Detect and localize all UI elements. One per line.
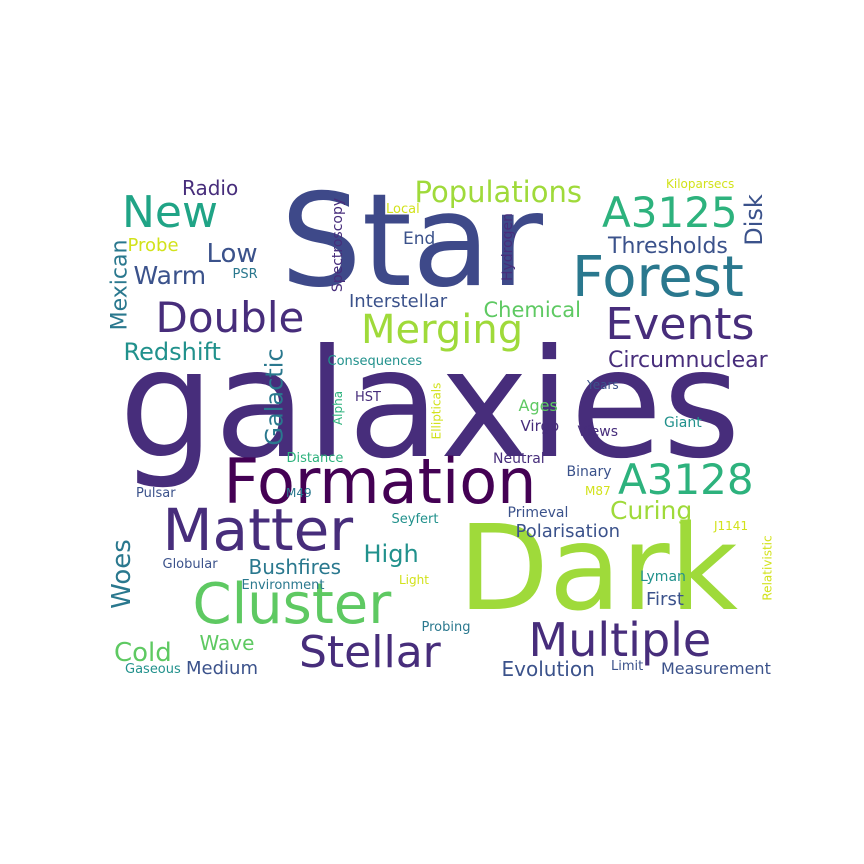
word-dark: Dark [458, 499, 739, 637]
word-binary: Binary [566, 464, 612, 480]
word-pulsar: Pulsar [136, 485, 176, 501]
word-views: Views [577, 424, 619, 440]
word-limit: Limit [611, 658, 644, 674]
word-interstellar: Interstellar [349, 291, 448, 312]
word-primeval: Primeval [507, 505, 569, 521]
word-years: Years [587, 378, 619, 392]
word-star: Star [280, 167, 544, 316]
word-low: Low [206, 239, 258, 269]
word-formation: Formation [223, 445, 537, 518]
word-consequences: Consequences [327, 353, 423, 369]
word-m49: M49 [286, 486, 312, 500]
word-galaxies: galaxies [119, 318, 741, 492]
word-relativistic: Relativistic [760, 535, 775, 601]
word-forest: Forest [572, 245, 744, 310]
word-alpha: Alpha [331, 390, 346, 426]
word-psr: PSR [232, 266, 258, 282]
word-neutral: Neutral [493, 451, 545, 467]
word-globular: Globular [162, 556, 218, 572]
word-evolution: Evolution [501, 657, 595, 681]
word-a3125: A3125 [602, 188, 738, 237]
word-galactic: Galactic [260, 348, 289, 446]
word-a3128: A3128 [618, 455, 754, 504]
word-warm: Warm [133, 260, 207, 290]
word-wave: Wave [199, 631, 255, 655]
word-end: End [403, 228, 436, 249]
word-polarisation: Polarisation [515, 521, 621, 542]
word-stellar: Stellar [299, 627, 441, 678]
word-new: New [122, 187, 218, 238]
word-first: First [646, 589, 684, 610]
word-j1141: J1141 [714, 519, 749, 533]
word-probe: Probe [127, 235, 179, 256]
word-local: Local [386, 201, 420, 217]
word-woes: Woes [106, 539, 137, 609]
word-ages: Ages [518, 396, 558, 415]
word-seyfert: Seyfert [391, 511, 439, 527]
word-medium: Medium [186, 658, 258, 679]
word-circumnuclear: Circumnuclear [608, 348, 768, 373]
word-cold: Cold [114, 638, 172, 668]
word-gaseous: Gaseous [125, 661, 181, 677]
word-double: Double [155, 293, 305, 342]
word-virgo: Virgo [520, 416, 560, 435]
word-environment: Environment [241, 577, 325, 593]
word-chemical: Chemical [483, 297, 581, 322]
word-ellipticals: Ellipticals [428, 382, 443, 440]
word-thresholds: Thresholds [608, 234, 728, 259]
word-matter: Matter [162, 496, 354, 564]
word-high: High [363, 540, 419, 568]
word-populations: Populations [414, 174, 582, 209]
word-measurement: Measurement [661, 659, 771, 678]
word-events: Events [605, 299, 755, 350]
word-hydrogen: Hydrogen [500, 212, 517, 282]
word-redshift: Redshift [123, 338, 221, 366]
word-bushfires: Bushfires [248, 555, 342, 579]
word-disk: Disk [739, 194, 768, 246]
word-curing: Curing [610, 495, 693, 525]
word-radio: Radio [182, 176, 239, 200]
word-cluster: Cluster [192, 572, 392, 637]
word-light: Light [399, 573, 429, 587]
word-distance: Distance [286, 450, 344, 466]
word-giant: Giant [664, 415, 702, 431]
word-lyman: Lyman [640, 569, 686, 585]
word-spectroscopy: Spectroscopy [330, 197, 347, 293]
word-kiloparsecs: Kiloparsecs [666, 177, 735, 191]
word-m87: M87 [585, 484, 611, 498]
word-hst: HST [355, 389, 381, 405]
word-probing: Probing [421, 619, 471, 635]
word-merging: Merging [361, 307, 524, 353]
word-multiple: Multiple [528, 613, 712, 667]
